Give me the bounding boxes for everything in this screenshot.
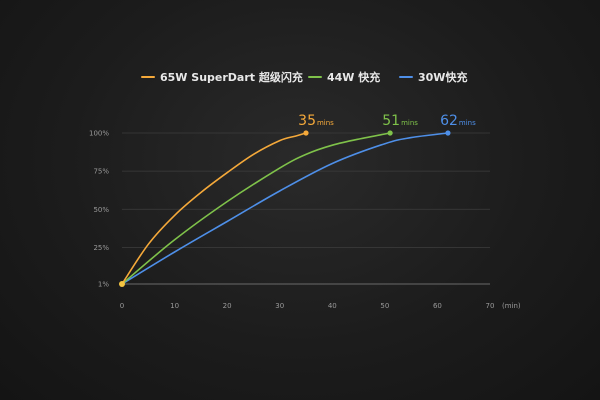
end-value: 51: [382, 113, 400, 129]
end-unit: mins: [401, 119, 418, 127]
x-tick-label: 0: [120, 302, 124, 310]
legend-label-2: 30W快充: [418, 70, 467, 84]
series-end-label-1: 51mins: [382, 113, 418, 129]
x-tick-label: 30: [275, 302, 284, 310]
x-tick-label: 20: [223, 302, 232, 310]
series-end-point-0: [303, 130, 309, 136]
end-value: 35: [298, 113, 316, 129]
x-tick-label: 60: [433, 302, 442, 310]
x-tick-label: 50: [380, 302, 389, 310]
legend-label-1: 44W 快充: [327, 70, 380, 84]
series-end-point-2: [445, 130, 451, 136]
x-tick-label: 10: [170, 302, 179, 310]
series-end-label-2: 62mins: [440, 113, 476, 129]
series-line-1: [121, 132, 391, 285]
x-tick-label: 40: [328, 302, 337, 310]
y-tick-label: 25%: [93, 244, 109, 252]
y-tick-label: 75%: [93, 168, 109, 176]
end-value: 62: [440, 113, 458, 129]
y-tick-label: 100%: [89, 130, 109, 138]
series-line-2: [121, 132, 449, 285]
y-tick-label: 50%: [93, 206, 109, 214]
end-unit: mins: [459, 119, 476, 127]
series-end-label-0: 35mins: [298, 113, 334, 129]
x-tick-label: 70: [486, 302, 495, 310]
legend-label-0: 65W SuperDart 超级闪充: [160, 70, 303, 84]
series-line-0: [121, 132, 307, 285]
series-end-point-1: [387, 130, 393, 136]
end-unit: mins: [317, 119, 334, 127]
x-axis-unit: (min): [502, 302, 521, 310]
start-point: [119, 281, 125, 287]
y-tick-label: 1%: [98, 281, 109, 289]
